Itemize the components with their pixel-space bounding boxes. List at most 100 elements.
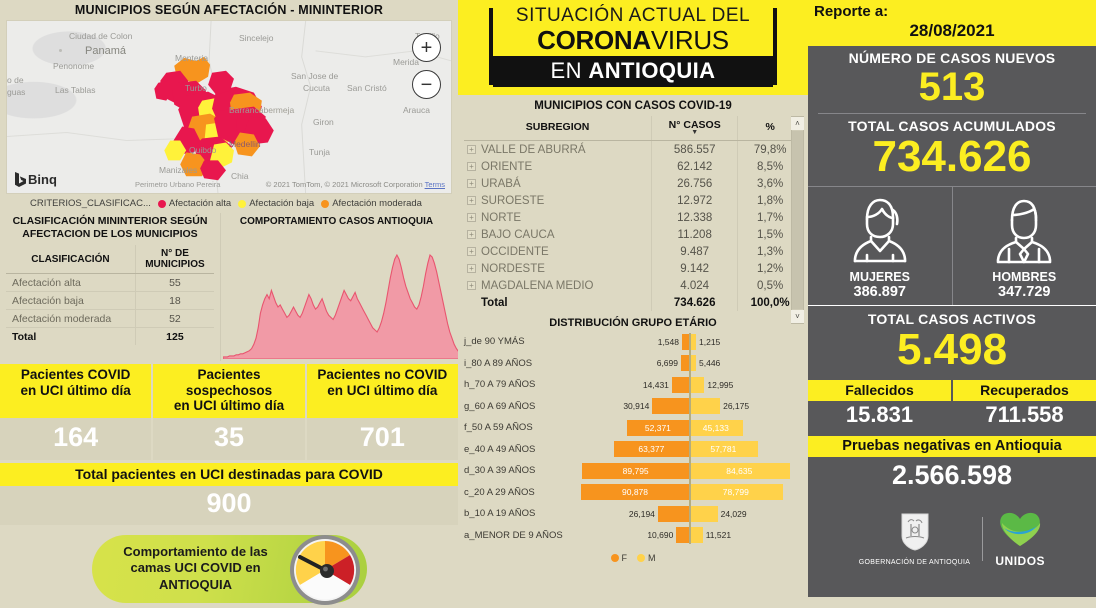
- pyramid-bar-right: 1,215: [689, 334, 802, 350]
- expand-icon[interactable]: +: [467, 281, 476, 290]
- table-row[interactable]: +VALLE DE ABURRÁ 586.557 79,8%: [464, 141, 802, 159]
- scrollbar-thumb[interactable]: [792, 131, 803, 309]
- legend-item-f[interactable]: F: [611, 553, 628, 563]
- subregion-name: +NORDESTE: [464, 260, 652, 277]
- pyramid-bar-m[interactable]: [689, 506, 718, 522]
- expand-icon[interactable]: +: [467, 162, 476, 171]
- table-header-row: CLASIFICACIÓN N° DE MUNICIPIOS: [6, 245, 214, 274]
- behavior-area-path: [223, 255, 463, 359]
- pyramid-bar-m[interactable]: [689, 377, 704, 393]
- subregion-name: +OCCIDENTE: [464, 243, 652, 260]
- pyramid-bar-f[interactable]: 90,878: [581, 484, 689, 500]
- pyramid-bar-m[interactable]: [689, 527, 703, 543]
- classification-col-header[interactable]: CLASIFICACIÓN: [6, 245, 135, 274]
- pyramid-bar-m[interactable]: 84,635: [689, 463, 790, 479]
- table-row[interactable]: Afectación moderada 52: [6, 310, 214, 328]
- uci-total-label: Total pacientes en UCI destinadas para C…: [0, 463, 458, 486]
- table-header-row: SUBREGION N° CASOS ▼ %: [464, 116, 802, 141]
- new-cases-label: NÚMERO DE CASOS NUEVOS: [808, 50, 1096, 66]
- expand-icon[interactable]: +: [467, 196, 476, 205]
- expand-icon[interactable]: +: [467, 213, 476, 222]
- pyramid-bar-f[interactable]: [681, 355, 689, 371]
- subregion-cases: 9.142: [652, 260, 738, 277]
- expand-icon[interactable]: +: [467, 247, 476, 256]
- pyramid-bar-f[interactable]: [652, 398, 689, 414]
- map-city-label: Penonome: [53, 61, 94, 71]
- cases-col-header[interactable]: N° CASOS ▼: [652, 116, 738, 141]
- pyramid-bar-m[interactable]: 78,799: [689, 484, 783, 500]
- pyramid-bar-f[interactable]: 63,377: [614, 441, 689, 457]
- legend-dot-icon: [637, 554, 645, 562]
- pyramid-bar-left: 14,431: [576, 377, 689, 393]
- pyramid-bar-m[interactable]: 45,133: [689, 420, 743, 436]
- table-row[interactable]: +NORDESTE 9.142 1,2%: [464, 260, 802, 277]
- legend-item-moderada[interactable]: Afectación moderada: [321, 198, 422, 209]
- pyramid-bar-f[interactable]: [658, 506, 689, 522]
- scroll-down-icon[interactable]: ˅: [791, 310, 804, 323]
- pyramid-bar-f[interactable]: [672, 377, 689, 393]
- classification-total-value: 125: [135, 328, 214, 346]
- expand-icon[interactable]: +: [467, 230, 476, 239]
- table-row[interactable]: +SUROESTE 12.972 1,8%: [464, 192, 802, 209]
- table-row[interactable]: +BAJO CAUCA 11.208 1,5%: [464, 226, 802, 243]
- pyramid-bar-f[interactable]: [682, 334, 689, 350]
- scroll-up-icon[interactable]: ˄: [791, 117, 804, 130]
- bing-logo: Binq: [15, 172, 57, 187]
- legend-item-alta[interactable]: Afectación alta: [158, 198, 231, 209]
- map-city-label: Manizales: [159, 165, 197, 175]
- active-cases-block: TOTAL CASOS ACTIVOS 5.498: [808, 306, 1096, 375]
- table-row[interactable]: +OCCIDENTE 9.487 1,3%: [464, 243, 802, 260]
- uci-header-line2: en UCI último día: [155, 398, 302, 414]
- pyramid-value-f: 14,431: [643, 380, 669, 390]
- pyramid-bar-m[interactable]: 57,781: [689, 441, 758, 457]
- deaths-card: Fallecidos 15.831: [808, 380, 951, 431]
- table-row[interactable]: Afectación baja 18: [6, 292, 214, 310]
- recovered-card: Recuperados 711.558: [951, 380, 1096, 431]
- expand-icon[interactable]: +: [467, 145, 476, 154]
- affectation-map[interactable]: Ciudad de Colon Panamá Penonome Las Tabl…: [6, 20, 452, 194]
- table-row[interactable]: +ORIENTE 62.142 8,5%: [464, 158, 802, 175]
- expand-icon[interactable]: +: [467, 264, 476, 273]
- table-row[interactable]: Afectación alta 55: [6, 274, 214, 292]
- new-cases-value: 513: [808, 66, 1096, 108]
- municipios-scrollbar[interactable]: ˄ ˅: [791, 116, 804, 324]
- subregion-label: ORIENTE: [481, 161, 532, 173]
- map-city-label: Turbo: [185, 83, 207, 93]
- municipios-col-header[interactable]: N° DE MUNICIPIOS: [135, 245, 214, 274]
- pyramid-bar-m[interactable]: [689, 398, 720, 414]
- gauge-banner[interactable]: Comportamiento de las camas UCI COVID en…: [0, 535, 458, 603]
- table-row[interactable]: +NORTE 12.338 1,7%: [464, 209, 802, 226]
- subregion-col-header[interactable]: SUBREGION: [464, 116, 652, 141]
- legend-dot-icon: [321, 200, 329, 208]
- gauge-pill[interactable]: Comportamiento de las camas UCI COVID en…: [92, 535, 367, 603]
- pyramid-bar-f[interactable]: [676, 527, 689, 543]
- legend-dot-icon: [611, 554, 619, 562]
- subregion-cases: 4.024: [652, 277, 738, 294]
- table-total-row: Total 125: [6, 328, 214, 346]
- map-terms-link[interactable]: Terms: [425, 180, 445, 189]
- subregion-label: SUROESTE: [481, 195, 544, 207]
- map-zoom-in-icon[interactable]: +: [412, 33, 441, 62]
- subregion-name: +NORTE: [464, 209, 652, 226]
- legend-item-baja[interactable]: Afectación baja: [238, 198, 314, 209]
- legend-dot-icon: [158, 200, 166, 208]
- unidos-logo: UNIDOS: [995, 509, 1045, 568]
- pyramid-bar-f[interactable]: 89,795: [582, 463, 689, 479]
- pyramid-bar-f[interactable]: 52,371: [627, 420, 689, 436]
- pyramid-bar-left: 10,690: [576, 527, 689, 543]
- map-zoom-out-icon[interactable]: −: [412, 70, 441, 99]
- legend-item-m[interactable]: M: [637, 553, 656, 563]
- table-row[interactable]: +URABÁ 26.756 3,6%: [464, 175, 802, 192]
- expand-icon[interactable]: +: [467, 179, 476, 188]
- table-row[interactable]: +MAGDALENA MEDIO 4.024 0,5%: [464, 277, 802, 294]
